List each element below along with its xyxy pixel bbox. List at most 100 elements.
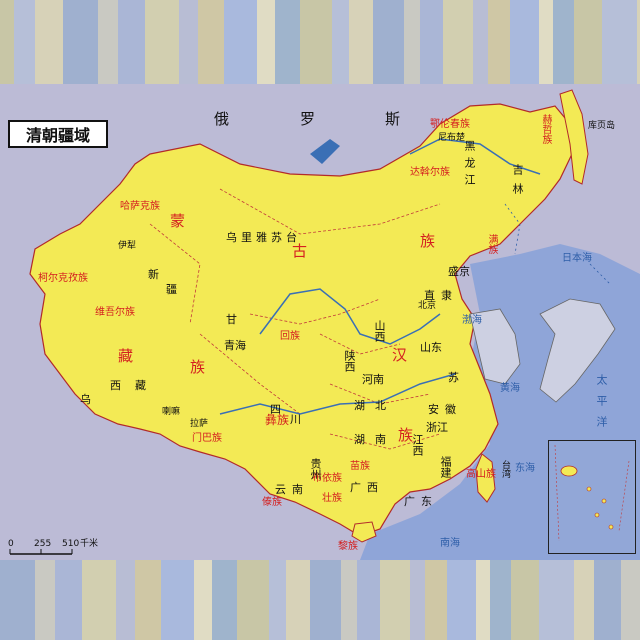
northeast-coast-dashes <box>504 203 611 285</box>
region-label: 山东 <box>420 341 442 354</box>
stripe-band <box>194 560 212 640</box>
stripe-band <box>179 0 198 84</box>
scale-bar <box>9 549 73 555</box>
hainan-island <box>351 521 377 543</box>
city-label: 北京 <box>418 301 437 311</box>
japan-islands <box>539 298 616 403</box>
stripe-band <box>224 0 257 84</box>
region-label: 云南 <box>275 483 309 496</box>
region-label: 吉林 <box>511 164 524 202</box>
region-label: 新 <box>148 268 159 281</box>
region-label: 浙江 <box>426 421 448 434</box>
region-label: 广东 <box>404 495 438 508</box>
stripe-band <box>357 560 380 640</box>
stripe-band <box>0 560 35 640</box>
ethnic-label: 傣族 <box>262 497 282 508</box>
stripe-band <box>602 0 637 84</box>
country-label: 斯 <box>385 110 401 128</box>
region-label: 黑龙江 <box>463 140 476 191</box>
country-label: 罗 <box>300 110 316 128</box>
stripe-band <box>447 560 476 640</box>
scale-mid: 255 <box>34 539 52 549</box>
ethnic-label: 藏 <box>118 347 134 365</box>
water-label: 太平洋 <box>595 374 608 437</box>
province-borders <box>149 188 441 450</box>
stripe-band <box>476 560 490 640</box>
stripe-band <box>98 0 118 84</box>
ethnic-label: 族 <box>420 232 436 250</box>
stripe-band <box>14 0 35 84</box>
region-label: 库页岛 <box>588 121 616 131</box>
stripe-band <box>35 0 63 84</box>
stripe-band <box>116 560 135 640</box>
country-label: 俄 <box>214 110 230 128</box>
stripe-band <box>55 560 82 640</box>
stripe-band <box>269 560 286 640</box>
ethnic-label: 达斡尔族 <box>410 167 450 178</box>
stripe-band <box>145 0 179 84</box>
stripe-band <box>237 560 269 640</box>
stripe-band <box>332 0 349 84</box>
water-label: 黄海 <box>500 383 520 394</box>
city-label: 尼布楚 <box>438 133 466 143</box>
stripe-band <box>443 0 473 84</box>
ethnic-label: 赫哲族 <box>540 114 551 144</box>
stripe-band <box>574 0 602 84</box>
ethnic-label: 黎族 <box>338 541 358 552</box>
stripe-band <box>0 0 14 84</box>
south-sea-inset-map <box>548 440 636 554</box>
region-label: 福建 <box>439 456 452 478</box>
region-label: 甘 <box>226 313 237 326</box>
ethnic-label: 回族 <box>280 331 300 342</box>
region-label: 安徽 <box>428 403 462 416</box>
stripe-band <box>198 0 224 84</box>
stripe-band <box>35 560 55 640</box>
stripe-band <box>257 0 275 84</box>
stripe-band <box>349 0 373 84</box>
water-label: 东海 <box>515 463 535 474</box>
region-label: 西藏 <box>110 379 160 392</box>
stripe-band <box>553 0 574 84</box>
ethnic-label: 高山族 <box>466 469 496 480</box>
ethnic-label: 哈萨克族 <box>120 201 160 212</box>
stripe-band <box>300 0 332 84</box>
region-label: 贵州 <box>309 458 322 480</box>
region-label: 陕西 <box>343 350 356 372</box>
ethnic-label: 满族 <box>486 234 497 254</box>
region-label: 川 <box>290 413 301 426</box>
stripe-band <box>135 560 161 640</box>
map-title: 清朝疆域 <box>8 120 108 148</box>
amur-river <box>409 138 541 175</box>
map-svg <box>0 84 640 560</box>
region-label: 广西 <box>350 481 384 494</box>
stripe-band <box>420 0 443 84</box>
ethnic-label: 古 <box>292 242 308 260</box>
stripe-band <box>488 0 510 84</box>
ethnic-label: 壮族 <box>322 493 342 504</box>
stripe-band <box>510 0 539 84</box>
stripe-band <box>594 560 621 640</box>
stripe-band <box>425 560 447 640</box>
city-label: 喇嘛 <box>162 407 181 417</box>
stripe-band <box>63 0 98 84</box>
sakhalin-island <box>559 89 589 185</box>
region-label: 直隶 <box>424 289 458 302</box>
region-label: 乌里雅苏台 <box>226 231 301 244</box>
ethnic-label: 蒙 <box>170 212 186 230</box>
ethnic-label: 族 <box>398 426 414 444</box>
ethnic-label: 维吾尔族 <box>95 307 135 318</box>
qing-territory <box>29 103 573 537</box>
stripe-band <box>574 560 594 640</box>
region-label: 四 <box>270 403 281 416</box>
stripe-band <box>410 560 425 640</box>
stripe-band <box>341 560 357 640</box>
stripe-band <box>380 560 410 640</box>
stripe-band <box>82 560 116 640</box>
stripe-band <box>637 0 640 84</box>
region-label: 河南 <box>362 373 384 386</box>
stripe-band <box>118 0 145 84</box>
ethnic-label: 鄂伦春族 <box>430 119 470 130</box>
taiwan-island <box>475 453 496 503</box>
scale-end: 510 <box>62 539 80 549</box>
inset-islands <box>554 444 630 542</box>
